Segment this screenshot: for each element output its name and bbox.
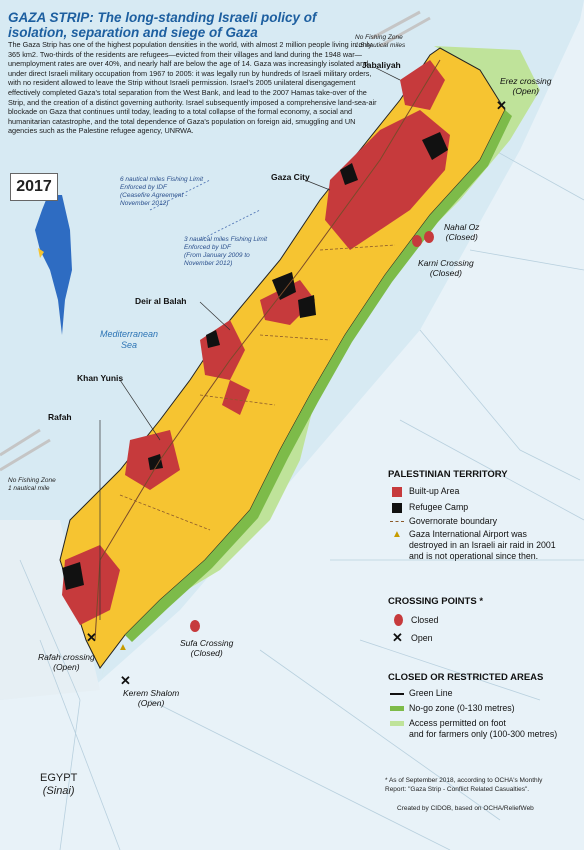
legend-built-up: Built-up Area bbox=[409, 486, 460, 496]
no-go-swatch bbox=[390, 706, 404, 711]
place-jabaliyah: Jabaliyah bbox=[362, 60, 401, 70]
green-line-swatch bbox=[390, 693, 404, 695]
legend-airport: Gaza International Airport was destroyed … bbox=[409, 529, 556, 561]
boundary-swatch bbox=[390, 521, 404, 522]
open-swatch-icon: ✕ bbox=[392, 630, 403, 645]
place-khan-yunis: Khan Yunis bbox=[77, 373, 124, 383]
three-nm-note: 3 nautical miles Fishing Limit Enforced b… bbox=[184, 236, 268, 267]
place-deir-al-balah: Deir al Balah bbox=[135, 296, 187, 306]
intro-text: The Gaza Strip has one of the highest po… bbox=[8, 40, 377, 136]
footnote: * As of September 2018, according to OCH… bbox=[385, 777, 543, 793]
place-gaza-city: Gaza City bbox=[271, 172, 310, 182]
nfz-south-note: No Fishing Zone 1 nautical mile bbox=[8, 477, 56, 492]
rafah-crossing-label: Rafah crossing (Open) bbox=[38, 652, 95, 672]
kerem-open-icon: ✕ bbox=[120, 673, 131, 688]
legend-boundary: Governorate boundary bbox=[409, 516, 498, 526]
erez-open-icon: ✕ bbox=[496, 98, 507, 113]
legend-areas-title: CLOSED OR RESTRICTED AREAS bbox=[388, 672, 544, 683]
sufa-label: Sufa Crossing (Closed) bbox=[180, 638, 234, 658]
year-badge: 2017 bbox=[10, 173, 58, 201]
nahal-oz-label: Nahal Oz (Closed) bbox=[444, 222, 480, 242]
legend-open: Open bbox=[411, 633, 433, 643]
legend-no-go: No-go zone (0-130 metres) bbox=[409, 703, 515, 713]
refugee-camps bbox=[62, 132, 448, 590]
place-rafah: Rafah bbox=[48, 412, 72, 422]
refugee-camp-swatch bbox=[392, 503, 402, 513]
built-up-swatch bbox=[392, 487, 402, 497]
legend-access: Access permitted on foot and for farmers … bbox=[409, 718, 558, 739]
rafah-open-icon: ✕ bbox=[86, 630, 97, 645]
legend-territory-title: PALESTINIAN TERRITORY bbox=[388, 469, 508, 480]
leader-lines bbox=[99, 67, 401, 620]
credit: Created by CIDOB, based on OCHA/ReliefWe… bbox=[397, 805, 534, 812]
gaza-inset-marker bbox=[38, 248, 44, 258]
israel-inset bbox=[35, 195, 72, 335]
access-swatch bbox=[390, 721, 404, 726]
legend-closed: Closed bbox=[411, 615, 439, 625]
legend-green-line: Green Line bbox=[409, 688, 453, 698]
nahal-oz-closed-icon bbox=[412, 235, 422, 247]
erez-label: Erez crossing (Open) bbox=[500, 76, 552, 96]
egypt-land bbox=[0, 520, 100, 700]
kerem-shalom-label: Kerem Shalom (Open) bbox=[123, 688, 180, 708]
egypt-label: EGYPT (Sinai) bbox=[40, 772, 78, 797]
sufa-closed-icon bbox=[190, 620, 200, 632]
six-nm-note: 6 nautical miles Fishing Limit Enforced b… bbox=[120, 176, 204, 207]
roads bbox=[19, 119, 584, 850]
airport-legend-icon: ▲ bbox=[392, 529, 402, 540]
closed-swatch-icon bbox=[394, 614, 403, 626]
legend-refugee-camp: Refugee Camp bbox=[409, 502, 469, 512]
karni-closed-icon bbox=[424, 231, 434, 243]
nfz-north-note: No Fishing Zone 1.5 nautical miles bbox=[355, 34, 406, 49]
airport-warning-icon: ▲ bbox=[118, 642, 128, 653]
fishing-arrows bbox=[149, 179, 261, 241]
mediterranean-label: Mediterranean Sea bbox=[100, 329, 159, 350]
map-title: GAZA STRIP: The long-standing Israeli po… bbox=[8, 10, 317, 40]
legend-crossing-title: CROSSING POINTS * bbox=[388, 596, 484, 607]
karni-label: Karni Crossing (Closed) bbox=[418, 258, 474, 278]
sea-hatch bbox=[0, 10, 431, 472]
